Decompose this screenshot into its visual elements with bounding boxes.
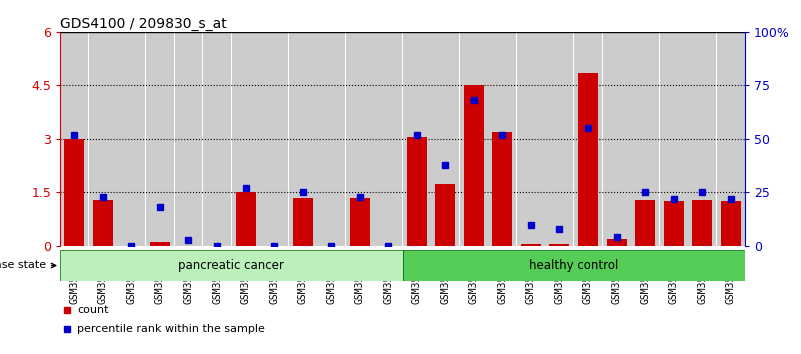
- Bar: [688, 32, 716, 246]
- Bar: [93, 200, 113, 246]
- Text: disease state: disease state: [0, 261, 56, 270]
- Bar: [407, 137, 427, 246]
- Text: count: count: [77, 305, 109, 315]
- Bar: [460, 32, 488, 246]
- Bar: [493, 132, 513, 246]
- Bar: [64, 139, 84, 246]
- Bar: [235, 193, 256, 246]
- Bar: [60, 250, 403, 281]
- Bar: [606, 239, 626, 246]
- Bar: [717, 32, 745, 246]
- Bar: [374, 32, 402, 246]
- Bar: [346, 32, 374, 246]
- Bar: [146, 32, 174, 246]
- Bar: [659, 32, 687, 246]
- Bar: [721, 201, 741, 246]
- Bar: [635, 200, 655, 246]
- Bar: [578, 73, 598, 246]
- Bar: [260, 32, 288, 246]
- Bar: [403, 32, 431, 246]
- Bar: [231, 32, 260, 246]
- Bar: [549, 244, 570, 246]
- Bar: [150, 242, 170, 246]
- Bar: [292, 198, 312, 246]
- Bar: [175, 32, 203, 246]
- Bar: [631, 32, 659, 246]
- Bar: [288, 32, 316, 246]
- Bar: [464, 85, 484, 246]
- Bar: [521, 244, 541, 246]
- Bar: [489, 32, 517, 246]
- Bar: [403, 250, 745, 281]
- Bar: [663, 201, 683, 246]
- Text: healthy control: healthy control: [529, 259, 618, 272]
- Bar: [89, 32, 117, 246]
- Bar: [574, 32, 602, 246]
- Bar: [431, 32, 459, 246]
- Bar: [350, 198, 370, 246]
- Text: pancreatic cancer: pancreatic cancer: [179, 259, 284, 272]
- Bar: [545, 32, 574, 246]
- Bar: [435, 184, 455, 246]
- Bar: [602, 32, 630, 246]
- Bar: [692, 200, 712, 246]
- Text: GDS4100 / 209830_s_at: GDS4100 / 209830_s_at: [60, 17, 227, 31]
- Bar: [317, 32, 345, 246]
- Bar: [203, 32, 231, 246]
- Text: percentile rank within the sample: percentile rank within the sample: [77, 324, 265, 334]
- Bar: [118, 32, 146, 246]
- Bar: [60, 32, 88, 246]
- Bar: [517, 32, 545, 246]
